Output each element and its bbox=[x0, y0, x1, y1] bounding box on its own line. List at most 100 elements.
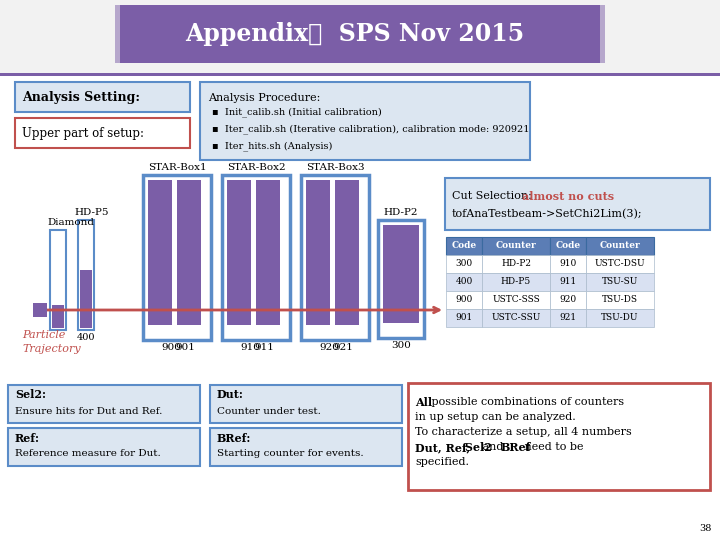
Text: HD-P5: HD-P5 bbox=[74, 208, 109, 217]
Bar bbox=[200, 82, 530, 160]
Bar bbox=[15, 118, 190, 148]
Text: USTC-DSU: USTC-DSU bbox=[595, 260, 645, 268]
Bar bbox=[446, 237, 482, 255]
Text: almost no cuts: almost no cuts bbox=[522, 191, 614, 201]
Text: ▪  Iter_calib.sh (Iterative calibration), calibration mode: 920921: ▪ Iter_calib.sh (Iterative calibration),… bbox=[212, 124, 529, 134]
Text: STAR-Box1: STAR-Box1 bbox=[148, 163, 207, 172]
Text: and: and bbox=[479, 442, 507, 452]
Bar bbox=[8, 385, 200, 423]
Text: Appendix：  SPS Nov 2015: Appendix： SPS Nov 2015 bbox=[186, 22, 525, 46]
Bar bbox=[335, 180, 359, 325]
Text: Ensure hits for Dut and Ref.: Ensure hits for Dut and Ref. bbox=[15, 407, 163, 415]
Text: 400: 400 bbox=[455, 278, 472, 287]
Bar bbox=[445, 178, 710, 230]
Text: need to be: need to be bbox=[521, 442, 583, 452]
Text: All: All bbox=[415, 397, 432, 408]
Bar bbox=[446, 309, 482, 327]
Bar bbox=[227, 180, 251, 325]
Bar bbox=[378, 220, 424, 338]
Bar bbox=[550, 309, 586, 327]
Bar bbox=[8, 428, 200, 466]
Text: USTC-SSS: USTC-SSS bbox=[492, 295, 540, 305]
Bar bbox=[15, 82, 190, 112]
Text: Counter: Counter bbox=[495, 241, 536, 251]
Bar bbox=[446, 255, 482, 273]
Text: 400: 400 bbox=[77, 333, 95, 342]
Text: 911: 911 bbox=[559, 278, 577, 287]
Bar bbox=[482, 291, 550, 309]
Text: Trajectory: Trajectory bbox=[22, 344, 81, 354]
Text: 900: 900 bbox=[161, 343, 181, 352]
Bar bbox=[482, 309, 550, 327]
Text: Ref:: Ref: bbox=[15, 433, 40, 443]
Bar bbox=[115, 5, 125, 63]
Text: Sel2:: Sel2: bbox=[15, 389, 46, 401]
Bar bbox=[383, 225, 419, 323]
Text: ▪  Init_calib.sh (Initial calibration): ▪ Init_calib.sh (Initial calibration) bbox=[212, 107, 382, 117]
Text: BRef: BRef bbox=[501, 442, 531, 453]
Bar bbox=[586, 255, 654, 273]
Text: STAR-Box3: STAR-Box3 bbox=[306, 163, 364, 172]
Text: 300: 300 bbox=[391, 341, 411, 350]
Text: TSU-SU: TSU-SU bbox=[602, 278, 638, 287]
Bar bbox=[143, 175, 211, 340]
Text: 300: 300 bbox=[456, 260, 472, 268]
Bar bbox=[210, 385, 402, 423]
Bar bbox=[550, 273, 586, 291]
Text: USTC-SSU: USTC-SSU bbox=[491, 314, 541, 322]
Bar bbox=[446, 273, 482, 291]
Text: Analysis Setting:: Analysis Setting: bbox=[22, 91, 140, 104]
Bar bbox=[550, 291, 586, 309]
Text: Counter: Counter bbox=[600, 241, 640, 251]
Text: Particle: Particle bbox=[22, 330, 66, 340]
Text: Analysis Procedure:: Analysis Procedure: bbox=[208, 93, 320, 103]
Text: 921: 921 bbox=[333, 343, 353, 352]
Text: ▪  Iter_hits.sh (Analysis): ▪ Iter_hits.sh (Analysis) bbox=[212, 141, 333, 151]
Bar bbox=[210, 428, 402, 466]
Text: Starting counter for events.: Starting counter for events. bbox=[217, 449, 364, 458]
Text: tofAnaTestbeam->SetChi2Lim(3);: tofAnaTestbeam->SetChi2Lim(3); bbox=[452, 209, 643, 219]
Text: 920: 920 bbox=[559, 295, 577, 305]
Bar bbox=[586, 291, 654, 309]
Text: specified.: specified. bbox=[415, 457, 469, 467]
Text: STAR-Box2: STAR-Box2 bbox=[227, 163, 285, 172]
Bar bbox=[408, 383, 710, 490]
Bar bbox=[595, 5, 605, 63]
Bar bbox=[586, 273, 654, 291]
Text: in up setup can be analyzed.: in up setup can be analyzed. bbox=[415, 412, 576, 422]
Text: Upper part of setup:: Upper part of setup: bbox=[22, 126, 144, 139]
Text: TSU-DU: TSU-DU bbox=[601, 314, 639, 322]
Bar bbox=[50, 230, 66, 330]
Text: HD-P2: HD-P2 bbox=[501, 260, 531, 268]
Bar bbox=[586, 309, 654, 327]
Bar bbox=[52, 305, 64, 328]
Text: 901: 901 bbox=[175, 343, 195, 352]
Text: Dut:: Dut: bbox=[217, 389, 244, 401]
Text: 911: 911 bbox=[254, 343, 274, 352]
Bar bbox=[177, 180, 201, 325]
Text: Code: Code bbox=[451, 241, 477, 251]
Bar bbox=[222, 175, 290, 340]
Text: 921: 921 bbox=[559, 314, 577, 322]
Bar bbox=[446, 291, 482, 309]
Text: BRef:: BRef: bbox=[217, 433, 251, 443]
Text: 910: 910 bbox=[240, 343, 260, 352]
Text: To characterize a setup, all 4 numbers: To characterize a setup, all 4 numbers bbox=[415, 427, 631, 437]
Bar bbox=[78, 220, 94, 330]
Text: HD-P5: HD-P5 bbox=[501, 278, 531, 287]
Bar bbox=[80, 270, 92, 328]
Text: 920: 920 bbox=[319, 343, 339, 352]
Bar bbox=[586, 237, 654, 255]
Bar bbox=[0, 0, 720, 75]
Text: HD-P2: HD-P2 bbox=[384, 208, 418, 217]
Bar bbox=[148, 180, 172, 325]
Text: Counter under test.: Counter under test. bbox=[217, 407, 321, 415]
Text: Dut, Ref,: Dut, Ref, bbox=[415, 442, 470, 453]
Text: TSU-DS: TSU-DS bbox=[602, 295, 638, 305]
Text: Cut Selection:: Cut Selection: bbox=[452, 191, 536, 201]
Bar bbox=[33, 303, 47, 317]
Bar bbox=[0, 73, 720, 76]
Bar bbox=[301, 175, 369, 340]
Text: 900: 900 bbox=[455, 295, 472, 305]
Text: possible combinations of counters: possible combinations of counters bbox=[428, 397, 624, 407]
